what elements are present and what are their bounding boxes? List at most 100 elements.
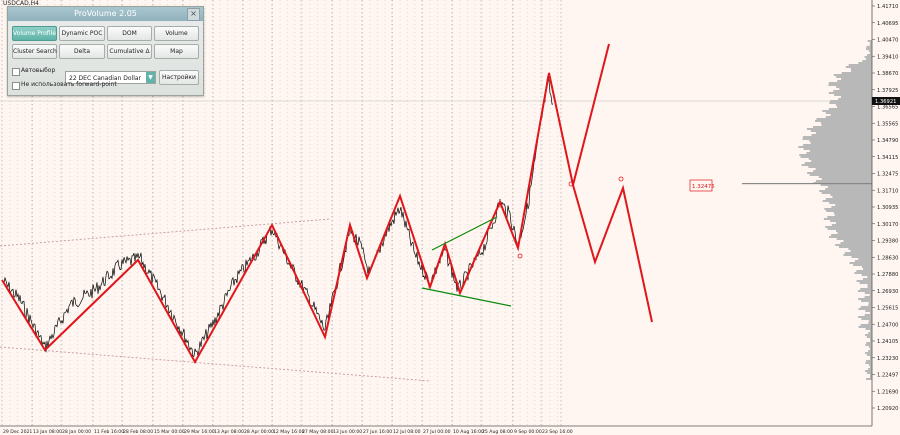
volume-profile-bar <box>815 120 872 122</box>
price-tick-label: 1.34790 <box>877 138 898 144</box>
volume-profile-bar <box>833 212 872 214</box>
volume-profile-bar <box>840 242 872 244</box>
volume-profile-bar <box>864 314 872 316</box>
volume-profile-bar <box>856 280 872 282</box>
volume-profile-bar <box>858 258 872 260</box>
map-button[interactable]: Map <box>154 44 199 59</box>
volume-profile-bar <box>828 92 872 94</box>
volume-profile-bar <box>866 354 872 356</box>
volume-profile-bar <box>819 190 872 192</box>
symbol-label: USDCAD,H4 <box>3 0 39 7</box>
volume-profile-bar <box>798 146 872 148</box>
instrument-select[interactable]: 22 DEC Canadian Dollar ▼ <box>65 71 156 84</box>
volume-profile-bar <box>811 134 872 136</box>
volume-profile-bar <box>836 238 872 240</box>
volume-profile-bar <box>866 342 872 344</box>
volume-profile-bar <box>835 204 872 206</box>
volume-profile-bar <box>861 274 872 276</box>
forward-point-checkbox[interactable] <box>12 82 20 90</box>
price-tick-label: 1.21690 <box>877 389 898 395</box>
volume-profile-bar <box>813 170 872 172</box>
price-tick-label: 1.27880 <box>877 272 898 278</box>
volume-profile-bar <box>862 60 872 62</box>
volume-profile-bar <box>862 278 872 280</box>
volume-profile-bar <box>865 352 872 354</box>
volume-profile-bar <box>841 72 872 74</box>
volume-profile-bar <box>868 304 872 306</box>
close-icon[interactable]: × <box>187 8 200 21</box>
volume-profile-bar <box>818 176 872 178</box>
volume-profile-bar <box>861 266 872 268</box>
volume-profile-bar <box>824 208 872 210</box>
volume-profile-bar <box>820 122 872 124</box>
price-tick-label: 1.39410 <box>877 54 898 60</box>
volume-profile-bar <box>801 164 872 166</box>
provolume-panel[interactable]: ProVolume 2.05 × Volume Profile Dynamic … <box>7 6 204 96</box>
volume-profile-bar <box>828 82 872 84</box>
volume-profile-bar <box>809 140 872 142</box>
volume-profile-bar <box>861 318 872 320</box>
price-tick-label: 1.25615 <box>877 306 898 312</box>
volume-profile-bar <box>865 334 872 336</box>
volume-profile-bar <box>869 376 872 378</box>
time-tick-label: 15 Mar 00:00 <box>154 429 185 435</box>
volume-profile-bar <box>848 248 872 250</box>
volume-profile-bar <box>869 294 872 296</box>
volume-button[interactable]: Volume <box>154 26 199 41</box>
volume-profile-bar <box>870 356 872 358</box>
volume-profile-bar <box>828 236 872 238</box>
volume-profile-bar <box>865 328 872 330</box>
volume-profile-bar <box>856 270 872 272</box>
volume-profile-bar <box>865 310 872 312</box>
volume-profile-bar <box>866 336 872 338</box>
volume-profile-bar <box>825 112 872 114</box>
volume-profile-bar <box>853 264 872 266</box>
volume-profile-bar <box>866 360 872 362</box>
volume-profile-button[interactable]: Volume Profile <box>12 26 57 41</box>
price-tick-label: 1.23230 <box>877 356 898 362</box>
volume-profile-bar <box>869 52 872 54</box>
volume-profile-bar <box>866 378 872 380</box>
volume-profile-bar <box>867 276 872 278</box>
volume-profile-bar <box>830 220 872 222</box>
chevron-down-icon[interactable]: ▼ <box>146 72 155 83</box>
volume-profile-bar <box>820 184 872 186</box>
volume-profile-bar <box>843 240 872 242</box>
auto-select-checkbox[interactable] <box>12 68 20 76</box>
volume-profile-bar <box>860 288 872 290</box>
cluster-search-button[interactable]: Cluster Search <box>12 44 57 59</box>
volume-profile-bar <box>815 180 872 182</box>
volume-profile-bar <box>836 76 872 78</box>
volume-profile-bar <box>827 216 872 218</box>
time-tick-label: 25 Aug 08:00 <box>482 429 513 435</box>
time-tick-label: 27 Jun 16:00 <box>363 429 392 435</box>
volume-profile-bar <box>865 362 872 364</box>
price-line <box>1 75 553 358</box>
volume-profile-bar <box>864 292 872 294</box>
volume-profile-bar <box>800 156 872 158</box>
volume-profile-bar <box>844 252 872 254</box>
zigzag-line <box>1 72 653 365</box>
volume-profile-bar <box>809 150 872 152</box>
volume-profile-bar <box>864 56 872 58</box>
volume-profile-bar <box>815 168 872 170</box>
dynamic-poc-button[interactable]: Dynamic POC <box>59 26 105 41</box>
settings-button[interactable]: Настройки <box>159 70 199 85</box>
volume-profile-bar <box>822 200 872 202</box>
price-tick-label: 1.38670 <box>877 71 898 77</box>
volume-profile-bar <box>870 366 872 368</box>
volume-profile-bar <box>839 246 872 248</box>
dom-button[interactable]: DOM <box>107 26 152 41</box>
time-tick-label: 13 Jun 00:00 <box>333 429 362 435</box>
cumulative-delta-button[interactable]: Cumulative Δ <box>107 44 152 59</box>
volume-profile-bar <box>870 374 872 376</box>
volume-profile-bar <box>868 320 872 322</box>
price-tick-label: 1.31710 <box>877 188 898 194</box>
panel-title: ProVolume 2.05 <box>8 7 203 21</box>
volume-profile-bar <box>865 58 872 60</box>
delta-button[interactable]: Delta <box>59 44 105 59</box>
volume-profile-bar <box>809 174 872 176</box>
volume-profile-bar <box>816 118 872 120</box>
price-tick-label: 1.28630 <box>877 255 898 261</box>
